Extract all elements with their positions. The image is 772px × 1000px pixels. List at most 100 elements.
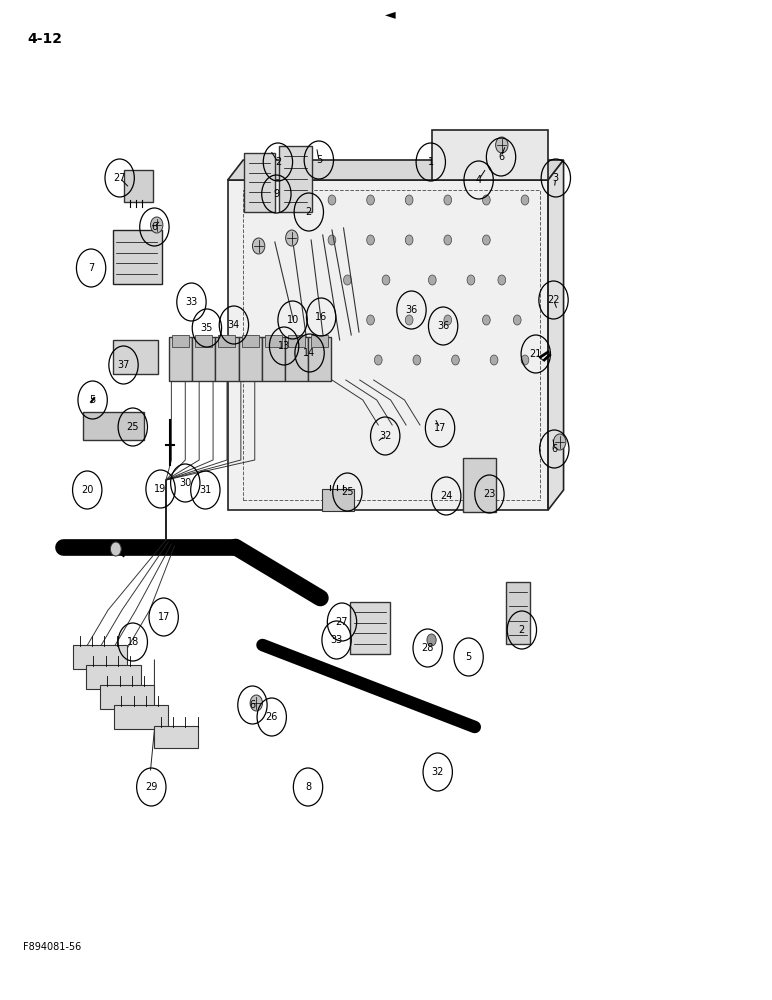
Circle shape (328, 235, 336, 245)
Circle shape (521, 195, 529, 205)
Circle shape (496, 137, 508, 153)
FancyBboxPatch shape (265, 335, 282, 347)
Text: 8: 8 (305, 782, 311, 792)
Circle shape (513, 315, 521, 325)
Circle shape (405, 235, 413, 245)
FancyBboxPatch shape (86, 665, 141, 689)
FancyBboxPatch shape (311, 335, 328, 347)
FancyBboxPatch shape (288, 335, 305, 347)
Circle shape (405, 315, 413, 325)
Circle shape (151, 217, 163, 233)
Circle shape (367, 315, 374, 325)
FancyBboxPatch shape (113, 340, 158, 374)
FancyBboxPatch shape (262, 337, 285, 381)
Text: 24: 24 (440, 491, 452, 501)
Text: 6: 6 (249, 700, 256, 710)
Text: 5: 5 (466, 652, 472, 662)
Text: 3: 3 (553, 173, 559, 183)
FancyBboxPatch shape (114, 705, 168, 729)
FancyBboxPatch shape (124, 170, 153, 202)
Circle shape (250, 695, 262, 711)
Circle shape (554, 434, 566, 450)
Text: 33: 33 (330, 635, 343, 645)
Text: 33: 33 (185, 297, 198, 307)
Circle shape (382, 275, 390, 285)
FancyBboxPatch shape (506, 582, 530, 644)
Text: 28: 28 (422, 643, 434, 653)
Circle shape (482, 315, 490, 325)
Circle shape (252, 238, 265, 254)
Circle shape (367, 235, 374, 245)
FancyBboxPatch shape (83, 412, 144, 440)
FancyBboxPatch shape (350, 602, 390, 654)
Text: 35: 35 (201, 323, 213, 333)
FancyBboxPatch shape (192, 337, 215, 381)
Text: 27: 27 (336, 617, 348, 627)
Text: 30: 30 (179, 478, 191, 488)
Text: 25: 25 (127, 422, 139, 432)
Polygon shape (228, 180, 548, 510)
FancyBboxPatch shape (215, 337, 239, 381)
Text: 36: 36 (405, 305, 418, 315)
Text: 6: 6 (551, 444, 557, 454)
FancyBboxPatch shape (322, 489, 354, 511)
Circle shape (344, 275, 351, 285)
Text: 19: 19 (154, 484, 167, 494)
FancyBboxPatch shape (172, 335, 189, 347)
Circle shape (374, 355, 382, 365)
Text: 4: 4 (476, 175, 482, 185)
Polygon shape (548, 160, 564, 510)
Text: 13: 13 (278, 341, 290, 351)
Text: 14: 14 (303, 348, 316, 358)
FancyBboxPatch shape (463, 458, 496, 512)
Text: 10: 10 (286, 315, 299, 325)
Circle shape (498, 275, 506, 285)
Polygon shape (432, 130, 548, 180)
Circle shape (482, 195, 490, 205)
Text: 7: 7 (88, 263, 94, 273)
Text: F894081-56: F894081-56 (23, 942, 81, 952)
FancyBboxPatch shape (244, 153, 275, 212)
Text: 20: 20 (81, 485, 93, 495)
Text: 17: 17 (434, 423, 446, 433)
Circle shape (413, 355, 421, 365)
Text: 22: 22 (547, 295, 560, 305)
Polygon shape (228, 160, 564, 180)
Circle shape (367, 195, 374, 205)
Circle shape (110, 542, 121, 556)
Text: 9: 9 (273, 189, 279, 199)
FancyBboxPatch shape (279, 146, 312, 212)
FancyBboxPatch shape (169, 337, 192, 381)
Text: 21: 21 (530, 349, 542, 359)
Circle shape (444, 315, 452, 325)
Text: 36: 36 (437, 321, 449, 331)
Text: 2: 2 (519, 625, 525, 635)
Text: 34: 34 (228, 320, 240, 330)
Text: 37: 37 (117, 360, 130, 370)
Circle shape (490, 355, 498, 365)
Circle shape (428, 275, 436, 285)
FancyBboxPatch shape (113, 230, 162, 284)
Text: 5: 5 (316, 155, 322, 165)
Circle shape (286, 230, 298, 246)
Circle shape (521, 355, 529, 365)
Text: 32: 32 (432, 767, 444, 777)
Circle shape (328, 195, 336, 205)
Text: 29: 29 (145, 782, 157, 792)
Text: ◄: ◄ (384, 7, 395, 21)
Text: 25: 25 (341, 487, 354, 497)
Circle shape (467, 275, 475, 285)
Text: 1: 1 (428, 157, 434, 167)
Text: 16: 16 (315, 312, 327, 322)
Text: 4-12: 4-12 (27, 32, 62, 46)
Text: 18: 18 (127, 637, 139, 647)
Text: 26: 26 (266, 712, 278, 722)
Circle shape (405, 195, 413, 205)
FancyBboxPatch shape (73, 645, 127, 669)
FancyBboxPatch shape (239, 337, 262, 381)
Text: 32: 32 (379, 431, 391, 441)
Circle shape (444, 195, 452, 205)
FancyBboxPatch shape (218, 335, 235, 347)
Text: 2: 2 (306, 207, 312, 217)
FancyBboxPatch shape (308, 337, 331, 381)
